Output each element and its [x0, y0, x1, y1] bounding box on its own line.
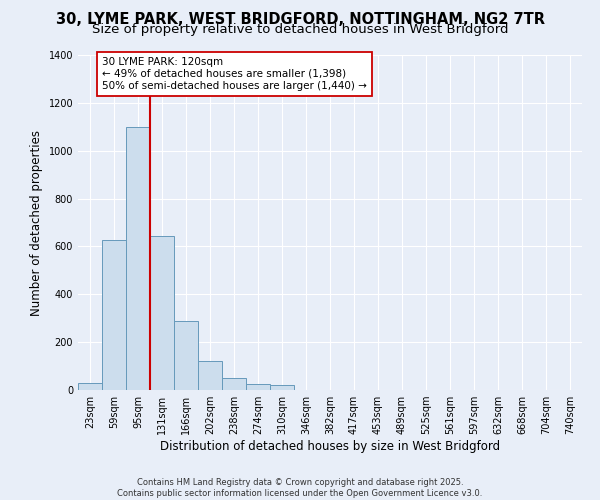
Y-axis label: Number of detached properties: Number of detached properties [30, 130, 43, 316]
Text: Contains HM Land Registry data © Crown copyright and database right 2025.
Contai: Contains HM Land Registry data © Crown c… [118, 478, 482, 498]
Text: 30, LYME PARK, WEST BRIDGFORD, NOTTINGHAM, NG2 7TR: 30, LYME PARK, WEST BRIDGFORD, NOTTINGHA… [56, 12, 545, 28]
Bar [78, 383, 102, 390]
Bar [126, 127, 150, 390]
X-axis label: Distribution of detached houses by size in West Bridgford: Distribution of detached houses by size … [160, 440, 500, 453]
Bar [246, 384, 270, 390]
Bar [198, 362, 222, 390]
Bar [222, 378, 246, 390]
Text: Size of property relative to detached houses in West Bridgford: Size of property relative to detached ho… [92, 22, 508, 36]
Bar [150, 236, 174, 390]
Bar [270, 385, 294, 390]
Text: 30 LYME PARK: 120sqm
← 49% of detached houses are smaller (1,398)
50% of semi-de: 30 LYME PARK: 120sqm ← 49% of detached h… [102, 58, 367, 90]
Bar [102, 240, 126, 390]
Bar [174, 320, 198, 390]
